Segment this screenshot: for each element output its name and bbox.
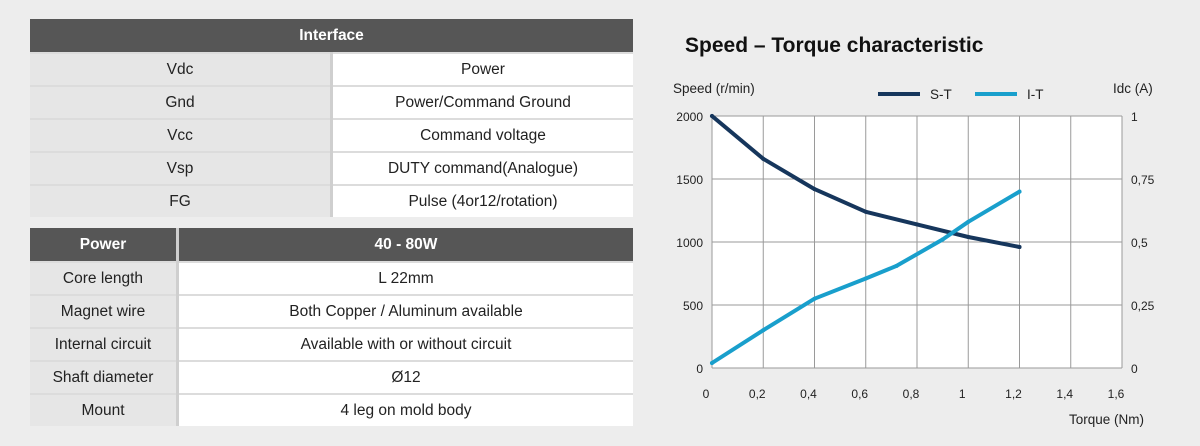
spec-value: Power xyxy=(331,52,633,86)
data-point-s-t xyxy=(915,222,919,227)
spec-key: Vsp xyxy=(30,151,333,185)
data-point-i-t xyxy=(710,360,714,365)
y2-tick-label: 0 xyxy=(1131,362,1138,376)
table-row: FG Pulse (4or12/rotation) xyxy=(30,184,633,217)
table-row: Vcc Command voltage xyxy=(30,118,633,152)
y2-tick-label: 1 xyxy=(1131,110,1138,124)
table-row: Mount 4 leg on mold body xyxy=(30,393,633,426)
data-point-i-t xyxy=(940,237,945,242)
spec-value: Ø12 xyxy=(177,360,633,394)
data-point-s-t xyxy=(966,234,971,239)
chart-title: Speed – Torque characteristic xyxy=(685,34,984,57)
data-point-s-t xyxy=(710,114,714,118)
spec-value: L 22mm xyxy=(177,261,633,295)
data-point-i-t xyxy=(761,328,766,333)
data-point-s-t xyxy=(1017,245,1022,250)
y-tick-label: 1500 xyxy=(676,173,703,187)
spec-value: Available with or without circuit xyxy=(177,327,633,361)
legend: S-T I-T xyxy=(878,87,1044,102)
table-row: Gnd Power/Command Ground xyxy=(30,85,633,119)
table-row: Shaft diameter Ø12 xyxy=(30,360,633,394)
spec-value: Both Copper / Aluminum available xyxy=(177,294,633,328)
spec-key: Shaft diameter xyxy=(30,360,179,394)
spec-value: Pulse (4or12/rotation) xyxy=(331,184,633,217)
legend-it-label: I-T xyxy=(1027,87,1044,102)
x-tick-label: 1,2 xyxy=(1005,387,1022,401)
series-line-i-t xyxy=(710,189,1022,365)
y-tick-label: 0 xyxy=(696,362,703,376)
spec-key: Vcc xyxy=(30,118,333,152)
y-tick-label: 500 xyxy=(683,299,703,313)
x-tick-label: 0,8 xyxy=(903,387,920,401)
x-tick-label: 0,6 xyxy=(851,387,868,401)
spec-key: Internal circuit xyxy=(30,327,179,361)
legend-st-label: S-T xyxy=(930,87,952,102)
data-point-i-t xyxy=(894,263,899,268)
data-point-s-t xyxy=(863,209,868,214)
y2-tick-label: 0,25 xyxy=(1131,299,1155,313)
x-tick-label: 0,4 xyxy=(800,387,817,401)
table-row: Vsp DUTY command(Analogue) xyxy=(30,151,633,185)
data-point-s-t xyxy=(761,156,766,161)
x-tick-label: 0 xyxy=(703,387,710,401)
power-table: Power 40 - 80W Core length L 22mm Magnet w… xyxy=(30,228,633,426)
chart-grid xyxy=(711,115,1123,369)
chart-series xyxy=(710,114,1022,365)
x-tick-label: 1,6 xyxy=(1108,387,1125,401)
table-row: Vdc Power xyxy=(30,52,633,86)
chart-ticks: 0 0,2 0,4 0,6 0,8 1 1,2 1,4 1,6 0 500 1000 1500 2000 0… xyxy=(676,110,1154,401)
y2-tick-label: 0,5 xyxy=(1131,236,1148,250)
y-tick-label: 2000 xyxy=(676,110,703,124)
x-tick-label: 0,2 xyxy=(749,387,766,401)
x-tick-label: 1,4 xyxy=(1056,387,1073,401)
interface-table-header: Interface xyxy=(30,19,633,53)
spec-value: DUTY command(Analogue) xyxy=(331,151,633,185)
spec-key: Core length xyxy=(30,261,179,295)
power-table-header-key: Power xyxy=(30,228,179,262)
spec-key: FG xyxy=(30,184,333,217)
spec-key: Mount xyxy=(30,393,179,426)
spec-key: Magnet wire xyxy=(30,294,179,328)
spec-value: Power/Command Ground xyxy=(331,85,633,119)
interface-table: Interface Vdc Power Gnd Power/Command Grou… xyxy=(30,19,633,217)
y2-axis-label: Idc (A) xyxy=(1113,81,1153,96)
spec-key: Vdc xyxy=(30,52,333,86)
spec-key: Gnd xyxy=(30,85,333,119)
x-axis-label: Torque (Nm) xyxy=(1069,412,1144,427)
data-point-i-t xyxy=(863,276,868,281)
table-row: Internal circuit Available with or withou… xyxy=(30,327,633,361)
table-row: Core length L 22mm xyxy=(30,261,633,295)
y-tick-label: 1000 xyxy=(676,236,703,250)
power-table-header-value: 40 - 80W xyxy=(177,228,633,262)
y2-tick-label: 0,75 xyxy=(1131,173,1155,187)
data-point-i-t xyxy=(812,296,817,301)
data-point-i-t xyxy=(1017,189,1022,194)
x-tick-label: 1 xyxy=(959,387,966,401)
y-axis-label: Speed (r/min) xyxy=(673,81,755,96)
spec-value: Command voltage xyxy=(331,118,633,152)
data-point-s-t xyxy=(812,187,817,192)
table-row: Magnet wire Both Copper / Aluminum availa… xyxy=(30,294,633,328)
data-point-i-t xyxy=(966,219,971,224)
spec-value: 4 leg on mold body xyxy=(177,393,633,426)
